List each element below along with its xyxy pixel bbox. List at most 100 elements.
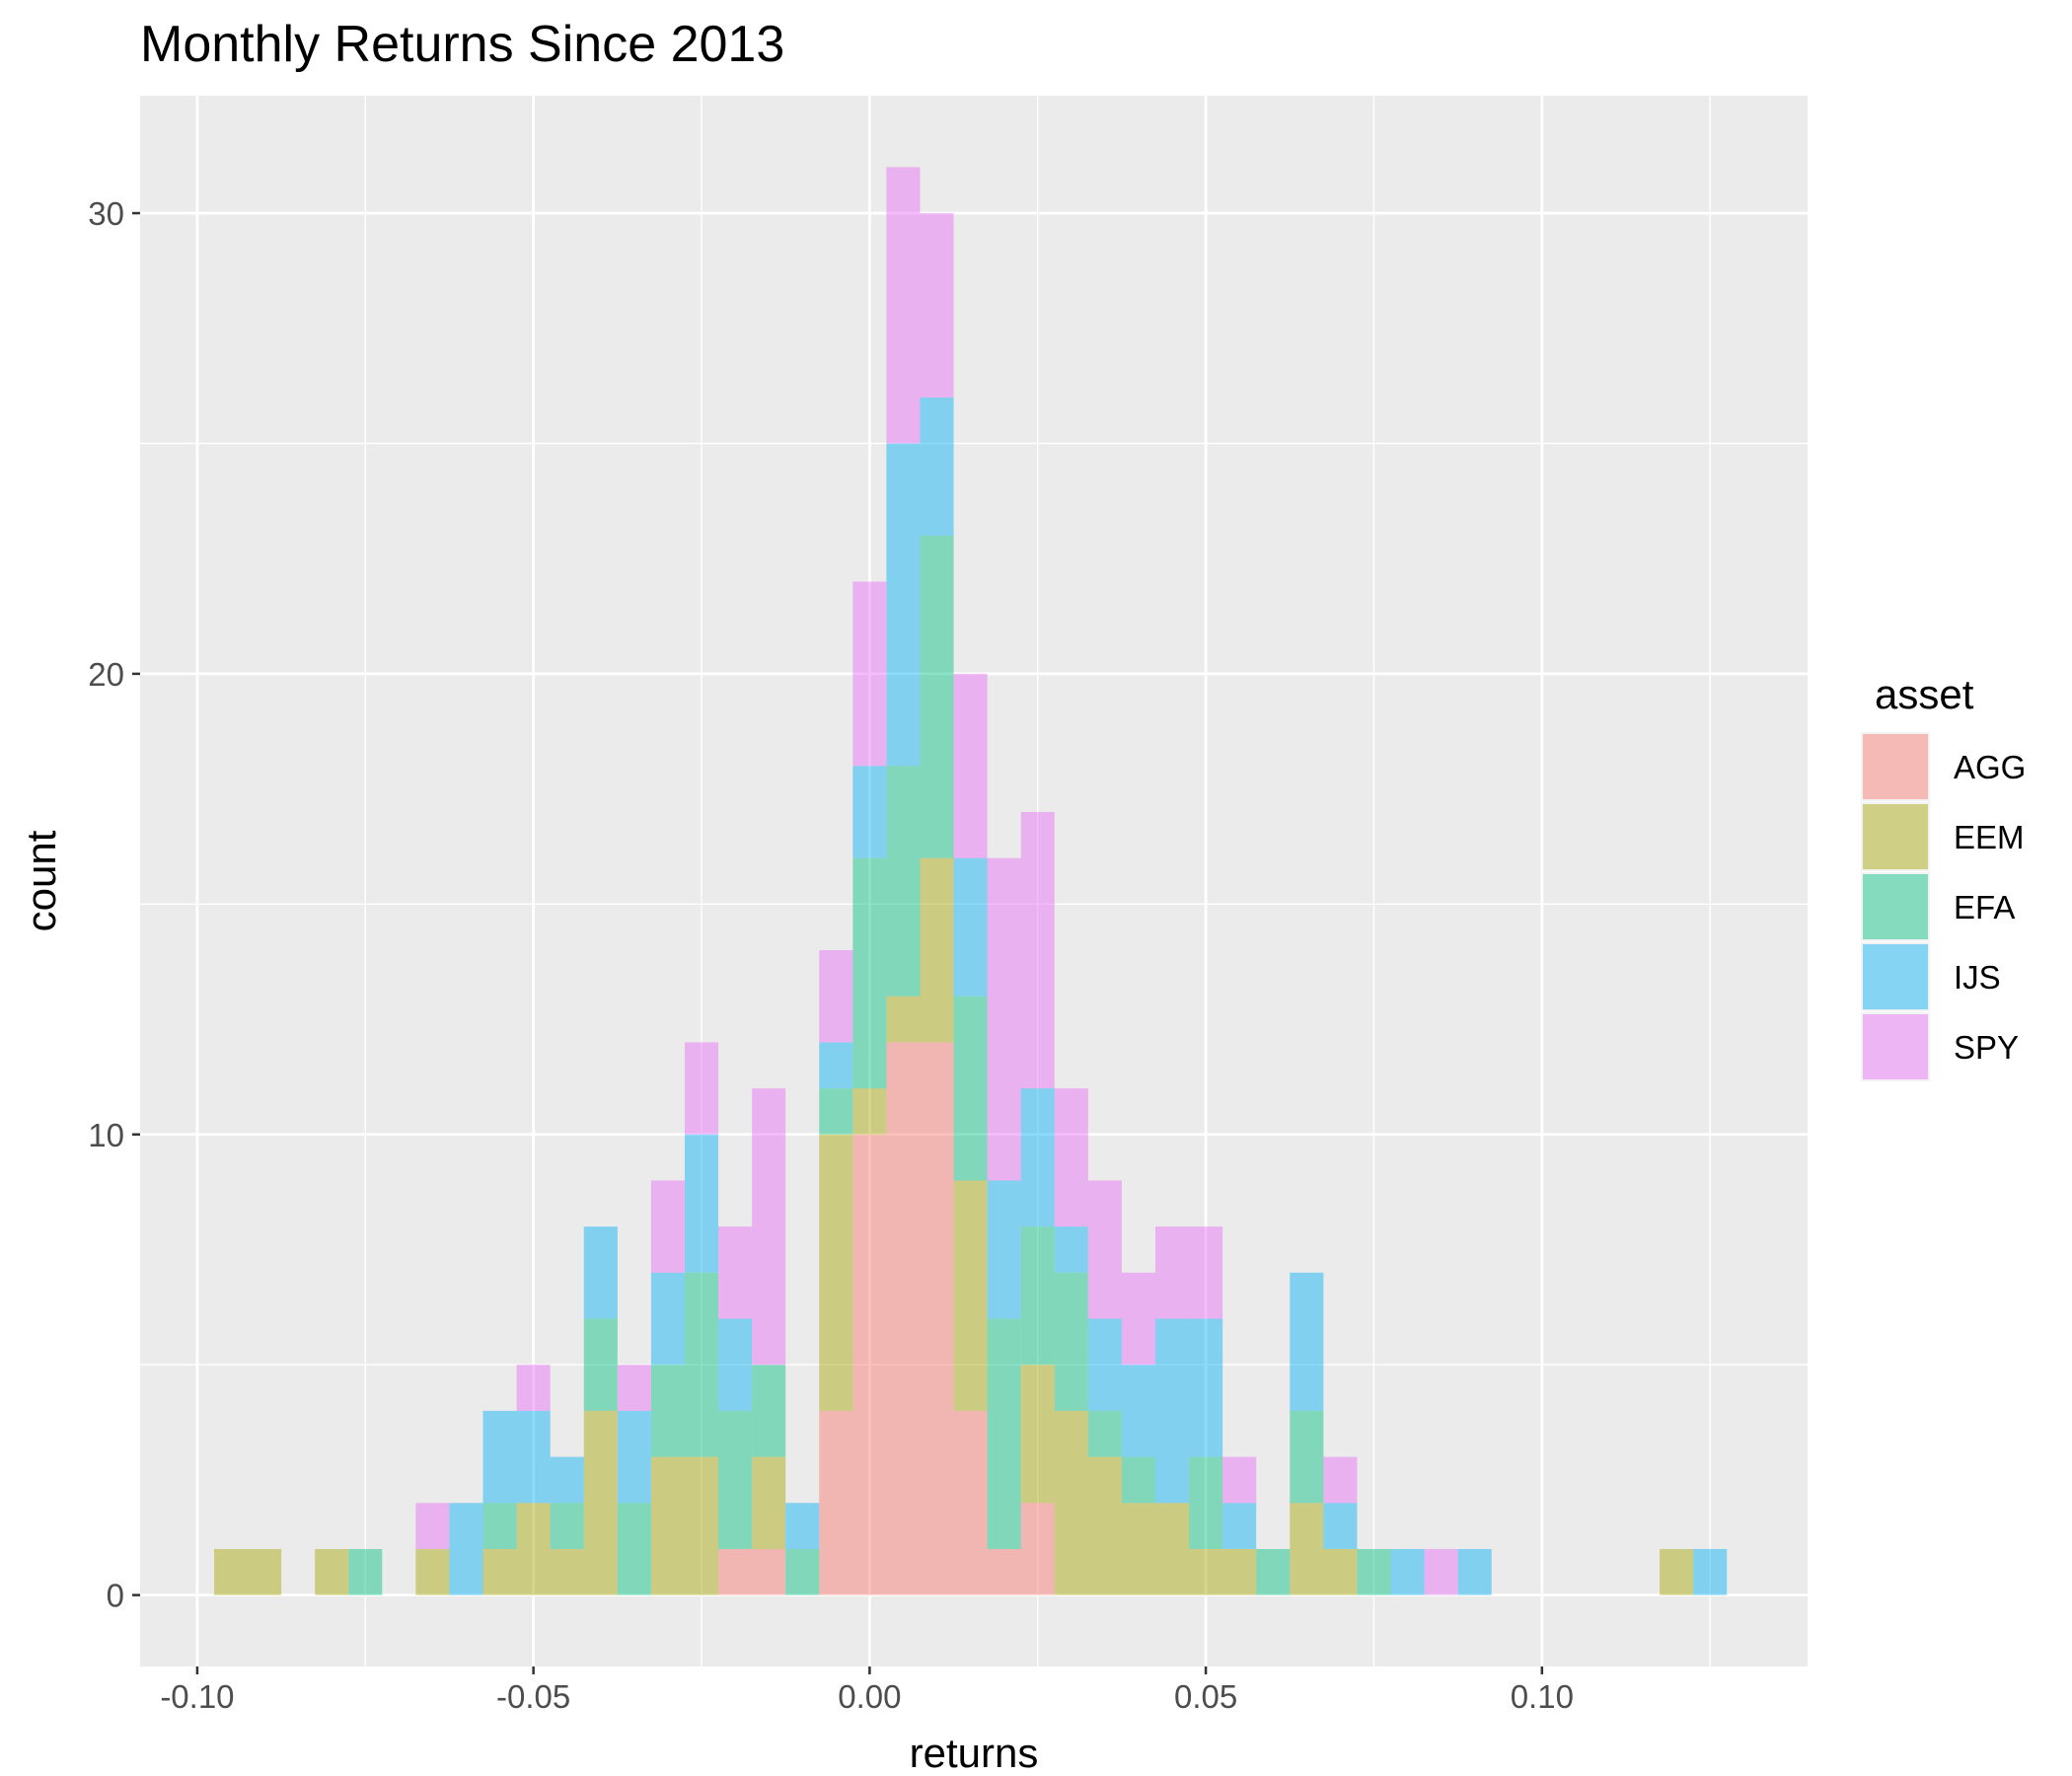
bar-agg bbox=[752, 1548, 786, 1595]
bar-efa bbox=[348, 1548, 383, 1595]
bar-efa bbox=[1121, 1456, 1155, 1504]
bar-efa bbox=[684, 1272, 719, 1457]
histogram-bars bbox=[213, 167, 1728, 1595]
bar-eem bbox=[248, 1548, 282, 1595]
major-gridlines bbox=[140, 96, 1808, 1666]
bar-ijs bbox=[516, 1410, 551, 1504]
bar-efa bbox=[617, 1503, 651, 1595]
bar-spy bbox=[1424, 1548, 1458, 1595]
bar-ijs bbox=[482, 1410, 517, 1504]
y-tick-label: 0 bbox=[107, 1578, 124, 1614]
bar-eem bbox=[1222, 1548, 1257, 1595]
x-tick-label: 0.00 bbox=[838, 1678, 901, 1715]
bar-eem bbox=[852, 1088, 887, 1135]
bar-spy bbox=[953, 673, 988, 858]
bar-spy bbox=[1087, 1180, 1122, 1319]
x-tick-label: -0.05 bbox=[496, 1678, 570, 1715]
bar-eem bbox=[583, 1410, 618, 1595]
x-tick-label: -0.10 bbox=[160, 1678, 234, 1715]
series-agg bbox=[718, 1042, 1055, 1595]
legend-key-ijs bbox=[1863, 944, 1928, 1009]
y-tick-label: 20 bbox=[88, 656, 124, 693]
bar-spy bbox=[1189, 1226, 1223, 1319]
bar-spy bbox=[1154, 1226, 1190, 1319]
plot-panel bbox=[140, 96, 1808, 1666]
bar-ijs bbox=[550, 1456, 584, 1504]
bar-efa bbox=[1087, 1410, 1122, 1457]
bar-spy bbox=[819, 950, 853, 1043]
bar-efa bbox=[1020, 1226, 1055, 1366]
bar-eem bbox=[1121, 1503, 1155, 1595]
bar-efa bbox=[819, 1088, 853, 1135]
legend-key-spy bbox=[1863, 1014, 1928, 1079]
bar-ijs bbox=[886, 443, 921, 767]
bar-efa bbox=[650, 1365, 685, 1457]
bar-spy bbox=[752, 1088, 786, 1366]
bar-efa bbox=[1290, 1410, 1324, 1504]
bar-efa bbox=[550, 1503, 584, 1549]
x-tick-label: 0.05 bbox=[1174, 1678, 1237, 1715]
bar-ijs bbox=[1154, 1318, 1190, 1504]
bar-eem bbox=[1154, 1503, 1190, 1595]
bar-eem bbox=[920, 857, 954, 1043]
bar-eem bbox=[550, 1548, 584, 1595]
bar-ijs bbox=[650, 1272, 685, 1366]
bar-eem bbox=[415, 1548, 450, 1595]
bar-eem bbox=[1189, 1548, 1223, 1595]
bar-ijs bbox=[1693, 1548, 1728, 1595]
bar-efa bbox=[482, 1503, 517, 1549]
bar-ijs bbox=[449, 1503, 483, 1595]
bar-spy bbox=[987, 857, 1021, 1181]
bar-eem bbox=[516, 1503, 551, 1595]
bar-ijs bbox=[1020, 1088, 1055, 1227]
legend-key-bg bbox=[1861, 1012, 1930, 1081]
bar-spy bbox=[1054, 1088, 1088, 1227]
bar-spy bbox=[1121, 1272, 1155, 1366]
bar-eem bbox=[482, 1548, 517, 1595]
bar-spy bbox=[650, 1180, 685, 1273]
bar-ijs bbox=[953, 857, 988, 997]
legend-key-bg bbox=[1861, 942, 1930, 1011]
bar-ijs bbox=[583, 1226, 618, 1319]
minor-gridlines bbox=[140, 96, 1808, 1666]
bar-ijs bbox=[1189, 1318, 1223, 1457]
bar-agg bbox=[920, 1042, 954, 1595]
bar-ijs bbox=[920, 397, 954, 536]
bar-efa bbox=[1256, 1548, 1291, 1595]
bar-spy bbox=[415, 1503, 450, 1549]
series-spy bbox=[415, 167, 1458, 1595]
bar-efa bbox=[785, 1548, 820, 1595]
bar-spy bbox=[852, 581, 887, 767]
bar-spy bbox=[1222, 1456, 1257, 1504]
bar-spy bbox=[684, 1042, 719, 1135]
bar-eem bbox=[1087, 1456, 1122, 1595]
bar-ijs bbox=[1323, 1503, 1358, 1549]
bar-efa bbox=[752, 1365, 786, 1457]
chart-title: Monthly Returns Since 2013 bbox=[140, 16, 784, 73]
bar-agg bbox=[718, 1548, 753, 1595]
bar-agg bbox=[1020, 1503, 1055, 1595]
bar-spy bbox=[718, 1226, 753, 1319]
legend-key-eem bbox=[1863, 804, 1928, 869]
series-ijs bbox=[449, 397, 1728, 1595]
y-tick-label: 30 bbox=[88, 195, 124, 232]
bar-ijs bbox=[785, 1503, 820, 1549]
y-axis: 0 10 20 30 bbox=[88, 195, 140, 1614]
legend-key-efa bbox=[1863, 874, 1928, 939]
bar-ijs bbox=[1390, 1548, 1425, 1595]
bar-eem bbox=[819, 1134, 853, 1411]
bar-agg bbox=[953, 1410, 988, 1595]
bar-ijs bbox=[1457, 1548, 1492, 1595]
bar-ijs bbox=[819, 1042, 853, 1089]
bar-eem bbox=[1290, 1503, 1324, 1595]
bar-efa bbox=[886, 766, 921, 997]
legend-key-bg bbox=[1861, 872, 1930, 941]
bar-eem bbox=[953, 1180, 988, 1411]
legend-label-agg: AGG bbox=[1954, 749, 2026, 785]
bar-ijs bbox=[1222, 1503, 1257, 1549]
bar-ijs bbox=[1290, 1272, 1324, 1411]
bar-eem bbox=[886, 996, 921, 1043]
bar-spy bbox=[886, 167, 921, 444]
bar-eem bbox=[752, 1456, 786, 1549]
legend-key-agg bbox=[1863, 734, 1928, 799]
